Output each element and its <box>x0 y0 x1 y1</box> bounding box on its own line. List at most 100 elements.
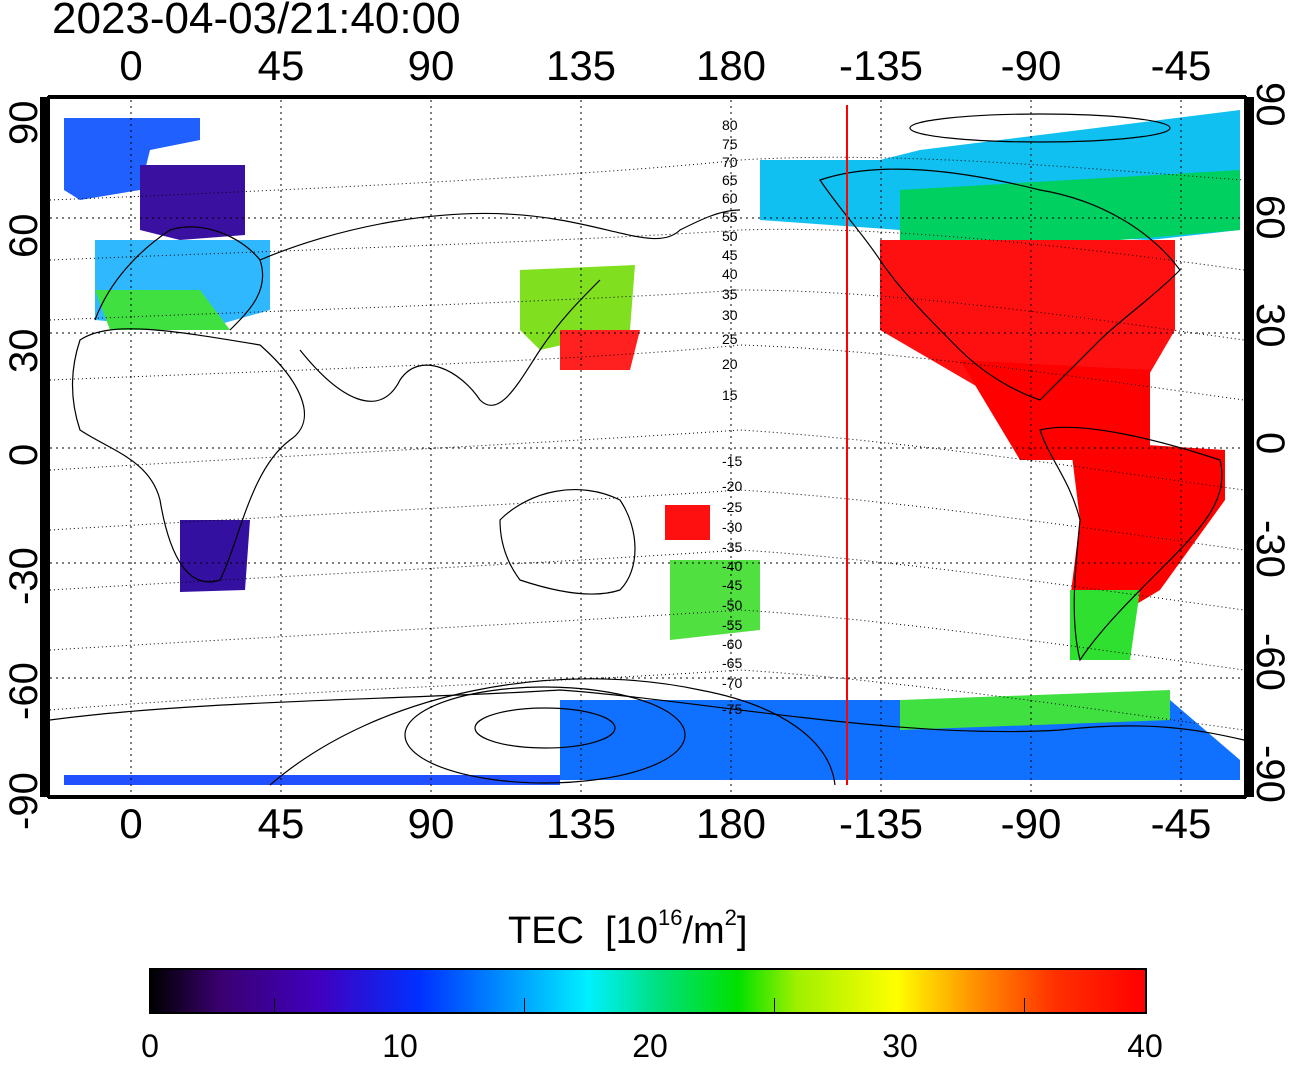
dip-pole-south <box>269 678 836 786</box>
dip-contour-label: 15 <box>722 387 738 403</box>
bottom-lon-label: 0 <box>119 800 143 847</box>
top-lon-label: 135 <box>545 42 617 89</box>
colorbar-unit-exp: 16 <box>657 905 683 930</box>
dip-contour-label: 35 <box>722 286 738 302</box>
colorbar-minor-tick <box>1024 998 1025 1012</box>
dip-contour-label: -20 <box>722 478 742 494</box>
side-bars <box>40 97 1254 797</box>
tec-patch-canada <box>900 170 1240 250</box>
colorbar-title-text: TEC <box>508 910 584 952</box>
dip-contours <box>49 156 1245 731</box>
dip-contour-label: -40 <box>722 558 742 574</box>
asia-coast <box>259 209 741 406</box>
tec-patch-africa-south <box>180 520 250 592</box>
tec-patch-south-band <box>64 775 560 785</box>
top-lon-label: -90 <box>1000 42 1062 89</box>
left-lat-label: 0 <box>2 443 46 466</box>
dip-contour-label: 50 <box>722 228 738 244</box>
dip-contour-label: 80 <box>722 117 738 133</box>
left-lat-label: -90 <box>2 772 46 830</box>
south-america-coast <box>1039 426 1223 662</box>
dip-contour-label: 25 <box>722 331 738 347</box>
right-lat-label: -60 <box>1248 633 1292 691</box>
right-lat-label: 0 <box>1248 432 1292 455</box>
colorbar <box>149 968 1147 1014</box>
bottom-lon-label: -135 <box>838 800 924 847</box>
tec-patch-arctic-europe <box>64 118 200 200</box>
dip-contour-label: -25 <box>722 499 742 515</box>
dip-contour-label: -60 <box>722 636 742 652</box>
dip-label-group: 80 75 70 65 60 55 50 45 40 35 30 25 20 15 -15 -20 -25 -30… <box>722 117 742 717</box>
bottom-lon-label: 45 <box>257 800 305 847</box>
tec-patch-south-pacific <box>665 505 710 540</box>
top-lon-label: -135 <box>838 42 924 89</box>
colorbar-unit-prefix: [10 <box>605 910 658 952</box>
tec-patch-south-america <box>1070 440 1225 620</box>
left-lat-label: 60 <box>2 213 46 259</box>
colorbar-title: TEC [1016/m2] <box>508 905 747 953</box>
colorbar-tick-label: 10 <box>382 1028 418 1064</box>
right-lat-label: 90 <box>1248 82 1292 127</box>
dip-contour-label: -65 <box>722 655 742 671</box>
antarctica-coast <box>49 689 1245 741</box>
bottom-lon-label: 180 <box>695 800 767 847</box>
top-lon-label: 45 <box>257 42 305 89</box>
tec-patch-nz <box>670 560 760 640</box>
right-lat-label: 30 <box>1248 303 1292 348</box>
dip-contour-label: -75 <box>722 701 742 717</box>
bottom-lon-label: 90 <box>407 800 455 847</box>
colorbar-minor-tick <box>774 998 775 1012</box>
north-america-coast <box>819 168 1181 401</box>
colorbar-unit-suffix: ] <box>736 910 748 952</box>
left-lat-label: -30 <box>2 547 46 605</box>
dip-contour-label: 60 <box>722 190 738 206</box>
top-lon-label: 90 <box>407 42 455 89</box>
dip-pole-north <box>909 113 1171 143</box>
lat-lon-grid <box>50 100 1244 795</box>
colorbar-tick-label: 30 <box>882 1028 918 1064</box>
top-lon-label: 180 <box>695 42 767 89</box>
coastlines <box>49 168 1245 741</box>
tec-patch-antarctic-green <box>900 690 1170 730</box>
dip-contour-label: -30 <box>722 519 742 535</box>
bottom-lon-label: 135 <box>545 800 617 847</box>
dip-contour-label: 75 <box>722 136 738 152</box>
dip-contour-label: 20 <box>722 356 738 372</box>
dip-contour-label: 45 <box>722 247 738 263</box>
australia-coast <box>499 489 636 595</box>
dip-contour-label: -50 <box>722 597 742 613</box>
bottom-lon-label: -45 <box>1150 800 1212 847</box>
left-lat-label: 30 <box>2 328 46 374</box>
dip-contour-label: 40 <box>722 266 738 282</box>
tec-patch-japan <box>560 330 640 370</box>
dip-contour-label: -15 <box>722 453 742 469</box>
colorbar-tick-label: 20 <box>632 1028 668 1064</box>
right-lat-label: -90 <box>1248 745 1292 803</box>
dip-contour-label: 30 <box>722 307 738 323</box>
timestamp-title: 2023-04-03/21:40:00 <box>52 0 461 43</box>
top-lon-label: -45 <box>1150 42 1212 89</box>
bottom-lon-label: -90 <box>1000 800 1062 847</box>
right-lat-label: 60 <box>1248 195 1292 240</box>
tec-patch-scandinavia <box>140 165 245 240</box>
right-lat-label: -30 <box>1248 520 1292 578</box>
dip-contour-label: -70 <box>722 675 742 691</box>
colorbar-minor-tick <box>274 998 275 1012</box>
left-lat-label: 90 <box>2 100 46 146</box>
dip-contour-label: 70 <box>722 154 738 170</box>
africa-coast <box>71 328 306 583</box>
dip-contour-label: 65 <box>722 172 738 188</box>
tec-patch-east-asia <box>520 265 635 350</box>
europe-coast <box>94 226 264 331</box>
tec-patch-europe-south <box>95 290 230 330</box>
dip-contour-label: -45 <box>722 577 742 593</box>
colorbar-unit-exp2: 2 <box>724 905 737 930</box>
colorbar-tick-label: 0 <box>141 1028 159 1064</box>
tec-patches <box>64 110 1240 785</box>
colorbar-minor-tick <box>524 998 525 1012</box>
colorbar-unit-mid: /m <box>682 910 725 952</box>
dip-contour-label: -35 <box>722 539 742 555</box>
dip-contour-label: 55 <box>722 209 738 225</box>
dip-contour-label: -55 <box>722 617 742 633</box>
